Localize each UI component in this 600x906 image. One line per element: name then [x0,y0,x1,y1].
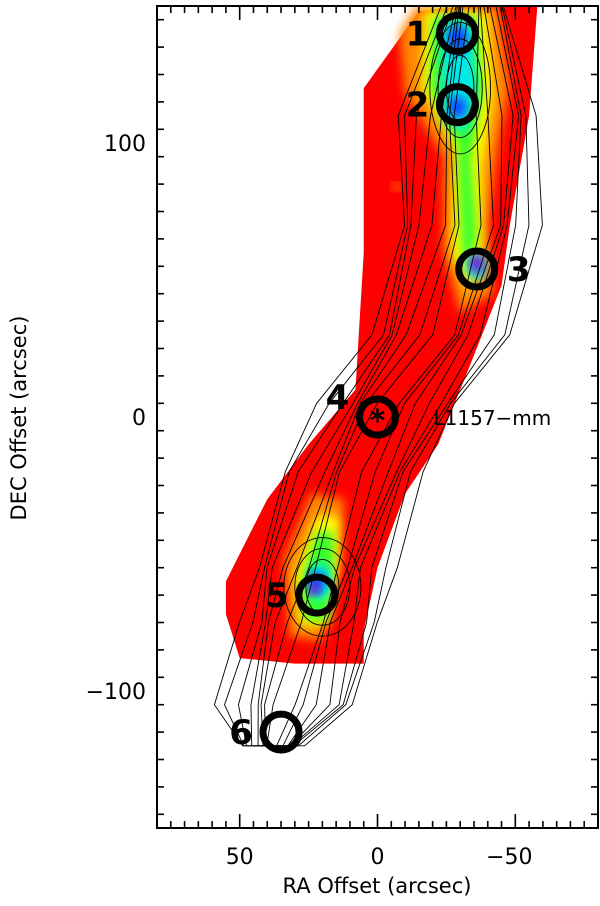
emission-peak-blue [448,96,467,119]
contour-line [213,6,543,747]
contour-line [294,548,351,626]
y-axis-title: DEC Offset (arcsec) [7,316,31,521]
position-circle [435,11,479,55]
position-circle [435,83,479,127]
x-tick-label: 50 [226,845,254,870]
y-axis: 100 0 −100 DEC Offset (arcsec) [7,132,146,705]
position-label: 2 [406,86,430,126]
position-markers: 1 2 3 4 5 6 [229,11,531,754]
source-label: L1157−mm [434,406,552,430]
y-tick-label: −100 [86,680,146,705]
x-tick-label: −50 [486,845,532,870]
contour-line [283,537,362,637]
position-circle [259,710,303,754]
intensity-map [225,6,538,664]
x-axis: 50 0 −50 RA Offset (arcsec) [226,845,533,898]
x-tick-label: 0 [371,845,385,870]
position-label: 4 [326,378,350,418]
position-label: 6 [229,713,253,753]
y-tick-label: 0 [132,406,146,431]
position-circle [356,395,399,439]
position-circle [455,247,499,291]
x-axis-title: RA Offset (arcsec) [283,874,472,898]
position-label: 1 [406,14,430,54]
contour-line [429,21,491,155]
position-circle [295,573,339,617]
position-label: 3 [507,250,531,290]
axis-ticks [157,6,598,828]
emission-blob-orange [391,182,402,191]
y-tick-label: 100 [104,132,146,157]
contour-line [437,38,483,138]
position-label: 5 [265,576,289,616]
source-star-marker: * [370,404,386,439]
